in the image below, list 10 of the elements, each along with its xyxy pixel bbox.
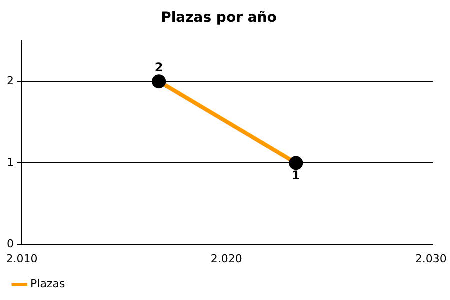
y-tick-label: 0 — [7, 238, 14, 251]
y-tick-label: 2 — [7, 74, 14, 88]
x-tick-label: 2.030 — [415, 252, 447, 266]
chart-title: Plazas por año — [161, 10, 278, 26]
legend-label: Plazas — [30, 277, 66, 290]
x-tick-label: 2.010 — [6, 252, 38, 266]
x-tick-label: 2.020 — [210, 252, 242, 266]
data-label: 1 — [292, 168, 300, 182]
data-label: 2 — [154, 60, 164, 75]
y-tick-label: 1 — [7, 156, 14, 170]
